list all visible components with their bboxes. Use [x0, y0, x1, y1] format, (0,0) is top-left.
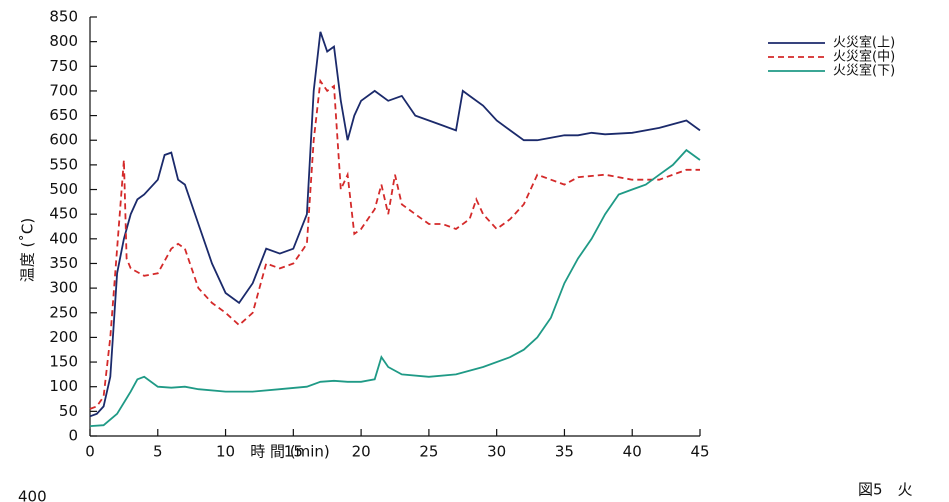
y-tick-label: 200 — [49, 328, 78, 346]
series-line — [89, 148, 701, 427]
y-tick-label: 150 — [49, 353, 78, 371]
x-tick-label: 10 — [216, 443, 235, 461]
x-tick-label: 30 — [487, 443, 506, 461]
x-tick-label: 45 — [690, 443, 709, 461]
legend-label: 火災室(下) — [833, 63, 895, 79]
y-tick-label: 700 — [49, 81, 78, 99]
legend-label: 火災室(上) — [833, 35, 895, 51]
y-tick-label: 100 — [49, 377, 78, 395]
x-tick-label: 25 — [419, 443, 438, 461]
y-tick-label: 250 — [49, 303, 78, 321]
y-tick-label: 400 — [49, 229, 78, 247]
y-tick-label: 800 — [49, 32, 78, 50]
y-axis-label: 温度 (˚C) — [19, 218, 37, 282]
legend-label: 火災室(中) — [833, 49, 895, 65]
cut-label: 400 — [18, 488, 47, 502]
y-tick-label: 600 — [49, 131, 78, 149]
caption: 図5 火 — [858, 481, 913, 499]
y-tick-label: 0 — [68, 427, 78, 445]
y-tick-label: 550 — [49, 155, 78, 173]
y-tick-label: 750 — [49, 57, 78, 75]
x-tick-label: 0 — [85, 443, 95, 461]
x-tick-label: 35 — [555, 443, 574, 461]
x-tick-label: 40 — [623, 443, 642, 461]
x-tick-label: 5 — [153, 443, 163, 461]
y-tick-label: 450 — [49, 205, 78, 223]
series-line — [89, 31, 701, 418]
y-tick-label: 350 — [49, 254, 78, 272]
x-tick-label: 15 — [284, 443, 303, 461]
y-tick-label: 850 — [49, 8, 78, 26]
x-tick-label: 20 — [352, 443, 371, 461]
y-tick-label: 500 — [49, 180, 78, 198]
y-tick-label: 50 — [59, 402, 78, 420]
y-tick-label: 300 — [49, 279, 78, 297]
y-tick-label: 650 — [49, 106, 78, 124]
series-line — [89, 78, 700, 410]
x-axis-label: 時 間 (min) — [250, 443, 330, 461]
